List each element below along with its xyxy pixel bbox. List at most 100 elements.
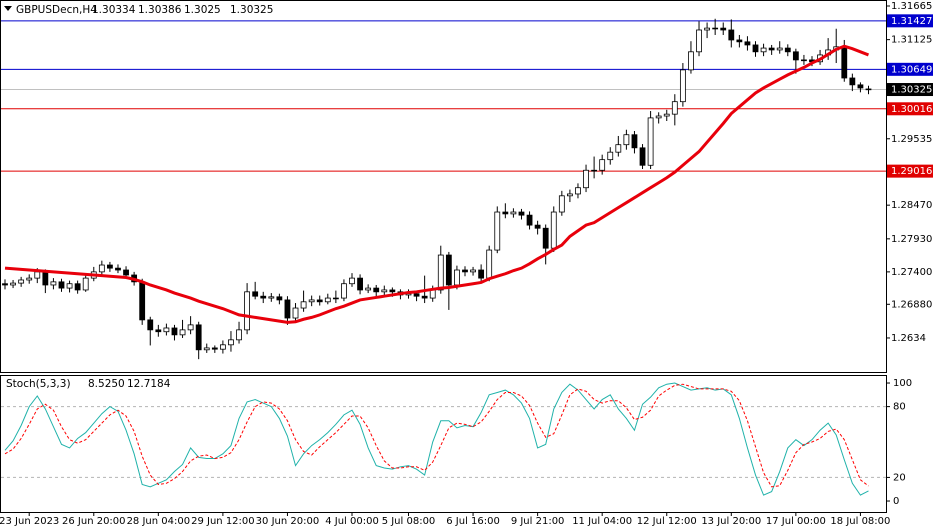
y-tick-label: 80 xyxy=(893,402,906,413)
y-tick-label: 1.26880 xyxy=(891,299,932,310)
y-tick-label: 1.31125 xyxy=(891,35,932,46)
candle-body xyxy=(558,195,565,213)
x-tick-label: 11 Jul 04:00 xyxy=(572,516,632,527)
price-level-label: 1.30016 xyxy=(891,104,932,115)
candle-body xyxy=(760,47,767,53)
candle-body xyxy=(857,84,864,89)
ohlc-low: 1.3025 xyxy=(184,4,221,16)
candle-body xyxy=(260,295,267,299)
candle-body xyxy=(776,47,783,51)
candle-body xyxy=(591,169,598,172)
candle-body xyxy=(413,293,420,297)
candle-body xyxy=(18,279,25,284)
candle-body xyxy=(300,301,307,309)
candle-body xyxy=(187,324,194,331)
candle-body xyxy=(784,47,791,53)
candle-body xyxy=(494,211,501,251)
candle-body xyxy=(720,27,727,31)
candle-body xyxy=(316,299,323,303)
candle-body xyxy=(276,296,283,301)
candle-body xyxy=(324,297,331,303)
candle-body xyxy=(478,269,485,279)
candle-body xyxy=(792,51,799,61)
candle-body xyxy=(42,271,49,286)
price-level-tag xyxy=(887,62,933,76)
candle-body xyxy=(801,59,807,62)
candle-body xyxy=(663,113,670,117)
candle-body xyxy=(768,47,775,51)
candle-body xyxy=(308,299,315,303)
candle-body xyxy=(583,169,589,189)
x-tick-label: 26 Jun 20:00 xyxy=(62,516,126,527)
candle-body xyxy=(486,249,493,279)
candle-body xyxy=(268,296,275,299)
candle-body xyxy=(712,27,719,30)
candle-body xyxy=(10,282,16,286)
candle-body xyxy=(107,264,113,269)
stoch-main-readout: 8.5250 xyxy=(88,378,125,390)
candle-body xyxy=(607,151,614,161)
candle-body xyxy=(631,134,638,149)
x-tick-label: 17 Jul 00:00 xyxy=(766,516,826,527)
candle-body xyxy=(211,347,218,350)
candle-body xyxy=(688,51,694,71)
candle-body xyxy=(244,291,251,331)
x-tick-label: 23 Jun 2023 xyxy=(0,516,59,527)
candle-body xyxy=(332,297,339,300)
y-tick-label: 1.27930 xyxy=(891,234,932,245)
candle-body xyxy=(236,329,242,341)
candle-body xyxy=(292,307,299,319)
candle-body xyxy=(82,277,89,291)
candle-body xyxy=(550,211,557,249)
x-tick-label: 4 Jul 00:00 xyxy=(325,516,379,527)
candle-body xyxy=(462,269,468,273)
y-tick-label: 1.2634 xyxy=(891,333,926,344)
candle-body xyxy=(381,289,388,293)
candle-body xyxy=(115,267,121,271)
price-level-label: 1.30325 xyxy=(891,85,932,96)
candle-body xyxy=(98,264,105,273)
candle-body xyxy=(195,324,202,351)
candle-body xyxy=(534,224,541,229)
y-tick-label: 1.28470 xyxy=(891,200,932,211)
candle-body xyxy=(203,347,210,351)
candle-body xyxy=(284,299,291,319)
candle-body xyxy=(679,69,686,103)
stoch-title: Stoch(5,3,3) xyxy=(6,378,71,390)
price-level-label: 1.29016 xyxy=(891,166,932,177)
candle-body xyxy=(179,329,186,336)
candle-body xyxy=(599,159,606,171)
candle-body xyxy=(26,277,33,281)
candle-body xyxy=(445,254,452,286)
candle-body xyxy=(526,214,533,226)
candle-body xyxy=(147,319,154,331)
x-tick-label: 6 Jul 16:00 xyxy=(446,516,500,527)
candle-body xyxy=(542,227,549,249)
price-level-tag xyxy=(887,102,933,116)
candle-body xyxy=(155,329,162,333)
y-tick-label: 1.29535 xyxy=(891,134,932,145)
candle-body xyxy=(841,46,848,79)
candle-body xyxy=(510,211,517,215)
candle-body xyxy=(421,295,428,299)
candle-body xyxy=(470,269,476,273)
stoch-signal-readout: 12.7184 xyxy=(127,378,171,390)
ohlc-high: 1.30386 xyxy=(138,4,182,16)
price-level-tag xyxy=(887,164,933,178)
x-tick-label: 30 Jun 20:00 xyxy=(256,516,320,527)
candle-body xyxy=(66,283,73,289)
symbol-icon xyxy=(4,6,12,11)
candle-body xyxy=(58,281,65,289)
candle-body xyxy=(865,88,872,91)
y-tick-label: 1.27400 xyxy=(891,267,932,278)
candle-body xyxy=(623,134,630,146)
candle-body xyxy=(219,344,226,350)
candle-body xyxy=(728,29,735,41)
stoch-panel xyxy=(0,375,887,513)
candle-body xyxy=(171,327,178,336)
price-level-tag xyxy=(887,83,933,97)
y-tick-label: 20 xyxy=(893,472,906,483)
x-tick-label: 29 Jun 12:00 xyxy=(191,516,255,527)
price-level-tag xyxy=(887,14,933,28)
